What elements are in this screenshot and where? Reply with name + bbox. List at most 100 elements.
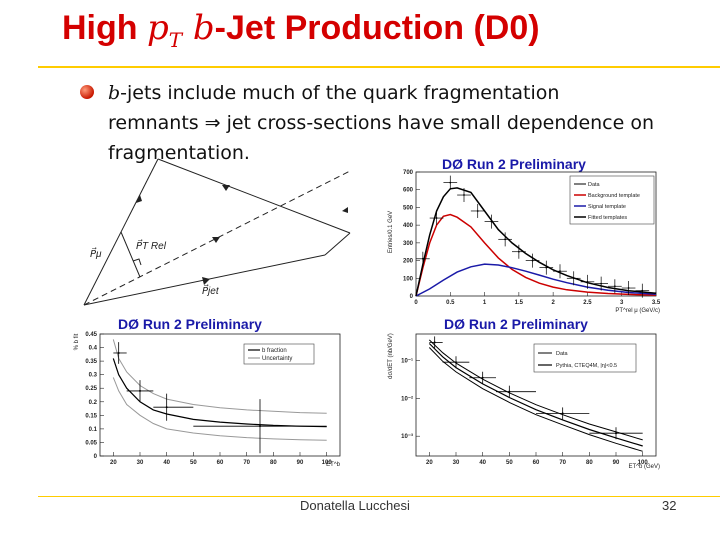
bullet-text: b-jets include much of the quark fragmen… (108, 78, 698, 168)
chart3-point (508, 390, 511, 393)
chart2-xtick-label: 40 (163, 460, 170, 466)
chart3-ylabel: dσ/dET (nb/GeV) (388, 333, 394, 379)
bullet-math-b: b (108, 82, 121, 104)
chart3-xtick-label: 90 (613, 460, 620, 466)
footer-rule (38, 496, 720, 497)
chart3-series-line (428, 347, 643, 452)
chart1-data-point (421, 257, 424, 260)
label-p-mu: P⃗μ (90, 247, 102, 260)
chart1-legend: Data Background template Signal template… (569, 175, 655, 225)
chart3-point (481, 376, 484, 379)
chart1-xlabel: PT^rel μ (GeV/c) (615, 308, 660, 314)
chart3-xtick-label: 30 (453, 460, 460, 466)
chart2-xtick-label: 20 (110, 460, 117, 466)
chart3-series-line (428, 339, 643, 441)
chart3-xlabel: ET^b (GeV) (629, 464, 661, 470)
chart2-series-line (112, 377, 327, 441)
chart2-series-line (112, 339, 327, 414)
chart3-ytick-label: 10⁻² (401, 395, 413, 402)
chart1-data-point (641, 289, 644, 292)
chart1-ytick-label: 600 (403, 188, 414, 194)
chart1-xtick-label: 2 (551, 300, 555, 306)
chart1-frame (415, 171, 657, 297)
chart2-xtick-label: 30 (137, 460, 144, 466)
title-math-b: b (182, 8, 215, 48)
chart2-series-line (112, 358, 327, 428)
chart2-ytick-label: 0.05 (85, 440, 97, 446)
chart3-ytick-label: 10⁻¹ (401, 357, 413, 364)
chart1-ytick-label: 500 (403, 205, 414, 211)
vector-diagram: P⃗μ P⃗T Rel P⃗jet (83, 158, 351, 306)
chart1-data-point (600, 282, 603, 285)
chart2-xtick-label: 90 (297, 460, 304, 466)
chart2-title: DØ Run 2 Preliminary (118, 316, 262, 332)
implies-arrow: ⇒ (204, 112, 221, 134)
title-math-sub: T (168, 27, 183, 52)
chart1-xtick-label: 0.5 (446, 300, 455, 306)
chart1-data-point (490, 220, 493, 223)
chart1-ytick-label: 100 (403, 276, 414, 282)
chart2-ytick-label: 0.2 (89, 400, 98, 406)
footer-page-number: 32 (662, 498, 677, 513)
chart2-xtick-label: 80 (270, 460, 277, 466)
b-fraction-chart: DØ Run 2 Preliminary % b fit ET^b b frac… (74, 316, 341, 468)
chart2-xtick-label: 100 (322, 460, 333, 466)
chart3-legend: Data Pythia, CTEQ4M, |η|<0.5 (533, 343, 637, 373)
chart2-ytick-label: 0.4 (89, 346, 98, 352)
chart1-data-point (463, 194, 465, 196)
chart2-xtick-label: 50 (190, 460, 197, 466)
legend-fitted-label: Fitted templates (588, 215, 627, 221)
chart1-data-point (627, 287, 630, 289)
chart2-xtick-label: 70 (243, 460, 250, 466)
chart1-series-line (415, 263, 657, 297)
label-p-jet: P⃗jet (202, 284, 220, 297)
chart1-ytick-label: 0 (410, 294, 414, 300)
chart1-ytick-label: 300 (403, 241, 414, 247)
chart3-ytick-label: 10⁻³ (401, 433, 413, 440)
legend-pythia-label: Pythia, CTEQ4M, |η|<0.5 (556, 363, 617, 369)
ptrel-line (120, 231, 141, 278)
chart1-xtick-label: 0 (414, 300, 418, 306)
chart1-data-point (476, 210, 479, 212)
chart1-xtick-label: 3.5 (652, 300, 661, 306)
chart2-xtick-label: 60 (217, 460, 224, 466)
legend-bfraction-label: b fraction (262, 348, 287, 354)
right-angle-mark (132, 258, 142, 266)
chart3-xtick-label: 40 (479, 460, 486, 466)
chart3-title: DØ Run 2 Preliminary (444, 316, 588, 332)
chart2-point (139, 389, 141, 392)
arrow-dashed-end (342, 207, 348, 213)
chart2-ytick-label: 0.35 (85, 359, 97, 365)
chart1-data-point (504, 238, 507, 241)
chart2-point (117, 351, 120, 354)
chart2-ytick-label: 0.3 (89, 373, 98, 379)
bullet-part1: -jets include much of the quark fragment… (108, 82, 560, 134)
chart1-data-point (572, 277, 575, 280)
chart3-xtick-label: 60 (533, 460, 540, 466)
arrow-mu (136, 195, 142, 203)
chart1-xtick-label: 3 (620, 300, 624, 306)
chart2-point (259, 425, 261, 428)
chart1-data-point (545, 266, 548, 269)
arrow-jet (202, 277, 210, 285)
title-math-p: p (146, 8, 169, 48)
chart1-title: DØ Run 2 Preliminary (442, 156, 586, 172)
chart2-xlabel: ET^b (326, 462, 340, 468)
chart2-ytick-label: 0.15 (85, 413, 97, 419)
chart1-ytick-label: 200 (403, 259, 414, 265)
chart3-xtick-label: 100 (638, 460, 649, 466)
title-rule (38, 66, 720, 68)
chart3-xtick-label: 20 (426, 460, 433, 466)
legend-data-label: Data (588, 182, 601, 188)
chart1-xtick-label: 1 (483, 300, 487, 306)
chart2-ytick-label: 0.45 (85, 332, 97, 338)
bullet-icon (80, 85, 94, 99)
legend-signal-label: Signal template (588, 204, 626, 210)
chart3-point (615, 432, 617, 435)
slide-title: High pT b-Jet Production (D0) (62, 8, 540, 52)
footer-author: Donatella Lucchesi (300, 498, 410, 513)
chart1-data-point (517, 250, 520, 253)
label-p-trel: P⃗T Rel (136, 239, 167, 252)
chart2-point (165, 406, 168, 409)
bullet-part2: jet cross-sections have small dependence… (108, 112, 655, 164)
